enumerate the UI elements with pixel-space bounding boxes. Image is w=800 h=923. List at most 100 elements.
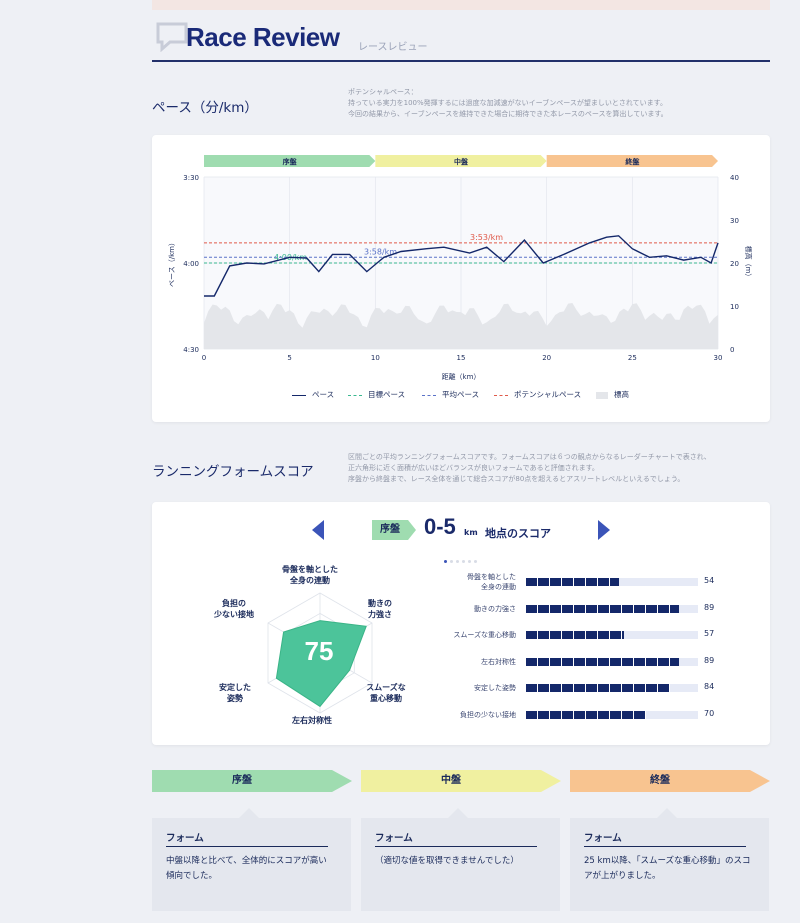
score-bar-label: 安定した姿勢 — [474, 684, 516, 692]
score-bar-value: 70 — [704, 708, 715, 718]
phase-summary-box: フォーム （適切な値を取得できませんでした） — [361, 808, 560, 911]
pace-section-description: ポテンシャルペース： 持っている実力を100%発揮するには過度な加減速がないイー… — [348, 87, 668, 120]
pace-section-title: ペース（分/km） — [152, 100, 258, 116]
page-header: Race Review レースレビュー — [152, 18, 770, 62]
speech-bubble-icon — [156, 22, 188, 52]
phase-banner-1: 序盤 — [152, 770, 352, 792]
score-bar-row: 左右対称性 89 — [432, 654, 762, 676]
form-score-card: 序盤 0-5 km 地点のスコア 骨盤を軸とした 全身の連動 動きの 力強さ ス… — [152, 502, 770, 745]
score-bar-value: 84 — [704, 682, 715, 691]
pagination-dot[interactable] — [474, 560, 477, 563]
score-bar-label: 骨盤を軸とした 全身の連動 — [467, 573, 516, 591]
score-bar-fill — [526, 710, 647, 719]
pace-desc-line: 今回の結果から、イーブンペースを維持できた場合に期待できた本レースのペースを算出… — [348, 110, 668, 118]
score-bar-row: 負担の少ない接地 70 — [432, 707, 762, 729]
phase-arrow-label: 終盤 — [625, 157, 640, 166]
score-bar-label: 負担の少ない接地 — [460, 710, 516, 719]
score-bar-fill — [526, 604, 680, 613]
phase-arrow-label: 序盤 — [282, 157, 298, 166]
segment-range-label: 地点のスコア — [485, 527, 551, 540]
x-tick-label: 30 — [714, 354, 723, 362]
score-bar-fill — [526, 578, 619, 586]
score-bar-value: 89 — [704, 655, 715, 665]
y-right-tick-label: 40 — [730, 174, 739, 182]
pagination-dot[interactable] — [456, 560, 459, 563]
x-tick-label: 5 — [287, 354, 291, 362]
phase-summary-text: 中盤以降と比べて、全体的にスコアが高い傾向でした。 — [166, 856, 327, 881]
phase-banner-label: 中盤 — [441, 775, 461, 786]
average-pace-label: 3:58/km — [364, 247, 397, 256]
score-bar-track — [526, 631, 698, 639]
y-left-axis-label: ペース（/km） — [168, 239, 176, 287]
pagination-dot[interactable] — [468, 560, 471, 563]
phase-banner-arrow — [541, 770, 561, 792]
x-tick-label: 0 — [202, 354, 206, 362]
form-desc-line: 序盤から終盤まで、レース全体を通じて総合スコアが80点を超えるとアスリートレベル… — [348, 475, 685, 483]
phase-banner-arrow — [332, 770, 352, 792]
form-section-description: 区間ごとの平均ランニングフォームスコアです。フォームスコアは６つの観点からなるレ… — [348, 452, 711, 485]
y-right-tick-label: 30 — [730, 217, 739, 225]
phase-summary-divider — [375, 846, 537, 847]
legend-target: 目標ペース — [348, 389, 405, 400]
page-subtitle: レースレビュー — [358, 42, 428, 53]
score-bar-label: スムーズな重心移動 — [453, 631, 516, 639]
score-bar-value: 89 — [704, 602, 715, 612]
phase-arrow: 終盤 — [546, 155, 718, 167]
phase-summary-text: （適切な値を取得できませんでした） — [375, 856, 519, 866]
pagination-dot[interactable] — [450, 560, 453, 563]
phase-summary-heading: フォーム — [584, 833, 622, 844]
page-title: Race Review — [186, 22, 340, 52]
y-right-tick-label: 10 — [730, 303, 739, 311]
form-score-header: 序盤 0-5 km 地点のスコア — [152, 514, 770, 546]
score-bar-fill — [526, 657, 680, 666]
form-desc-line: 区間ごとの平均ランニングフォームスコアです。フォームスコアは６つの観点からなるレ… — [348, 453, 711, 461]
prev-segment-button[interactable] — [312, 520, 324, 540]
y-left-tick-label: 4:30 — [183, 346, 199, 354]
phase-banner-label: 序盤 — [232, 775, 252, 786]
x-axis-label: 距離（km） — [442, 372, 481, 381]
y-right-axis-label: 標高（m） — [744, 246, 753, 281]
phase-banner-2: 中盤 — [361, 770, 561, 792]
radar-score-area — [275, 620, 367, 708]
score-bar-value: 54 — [704, 576, 715, 585]
score-bar-track — [526, 710, 698, 719]
pace-desc-line: ポテンシャルペース： — [348, 88, 418, 96]
pace-chart-card: 序盤 中盤 終盤 4:00/km 3:58/km 3:53/km 0 5 10 15 20 25 30 3… — [152, 135, 770, 422]
phase-summary-box: フォーム中盤以降と比べて、全体的にスコアが高い傾向でした。 — [152, 808, 351, 911]
radar-chart — [267, 592, 373, 714]
pace-chart: 序盤 中盤 終盤4:00/km3:58/km3:53/km0 5 10 15 20 25 303… — [168, 155, 753, 381]
phase-arrow: 中盤 — [375, 155, 547, 167]
score-bar-value: 57 — [704, 629, 715, 638]
phase-tag: 序盤 — [372, 520, 416, 540]
legend-pace: ペース — [292, 389, 334, 400]
score-bar-label: 動きの力強さ — [474, 604, 516, 613]
potential-pace-label: 3:53/km — [470, 233, 503, 242]
radar-label-pelvis: 骨盤を軸とした 全身の連動 — [282, 565, 338, 585]
score-bar-track — [526, 657, 698, 666]
top-strip — [152, 0, 770, 10]
phase-summary-divider — [584, 846, 746, 847]
score-bar-fill — [526, 684, 671, 692]
score-bar-row: 安定した姿勢 84 — [432, 680, 762, 702]
x-tick-label: 25 — [628, 354, 637, 362]
phase-arrow-label: 中盤 — [454, 157, 469, 166]
segment-range: 0-5 — [424, 514, 456, 539]
radar-label-posture: 安定した 姿勢 — [219, 683, 251, 703]
next-segment-button[interactable] — [598, 520, 610, 540]
score-bar-track — [526, 604, 698, 613]
score-bar-row: スムーズな重心移動 57 — [432, 627, 762, 649]
y-right-tick-label: 20 — [730, 260, 739, 268]
phase-summary-box: フォーム 25 km以降、「スムーズな重心移動」のスコアが上がりました。 — [570, 808, 769, 911]
total-form-score: 75 — [304, 636, 334, 666]
radar-label-smooth: スムーズな 重心移動 — [366, 683, 406, 703]
segment-range-unit: km — [464, 528, 478, 537]
y-right-tick-label: 0 — [730, 346, 734, 354]
score-bar-track — [526, 578, 698, 586]
radar-label-power: 動きの 力強さ — [368, 599, 392, 619]
phase-summary-heading: フォーム — [166, 833, 204, 844]
phase-summary-heading: フォーム — [375, 833, 413, 844]
pagination-dot[interactable] — [462, 560, 465, 563]
segment-pagination — [444, 548, 480, 567]
pagination-dot[interactable] — [444, 560, 447, 563]
y-left-tick-label: 3:30 — [183, 174, 199, 182]
